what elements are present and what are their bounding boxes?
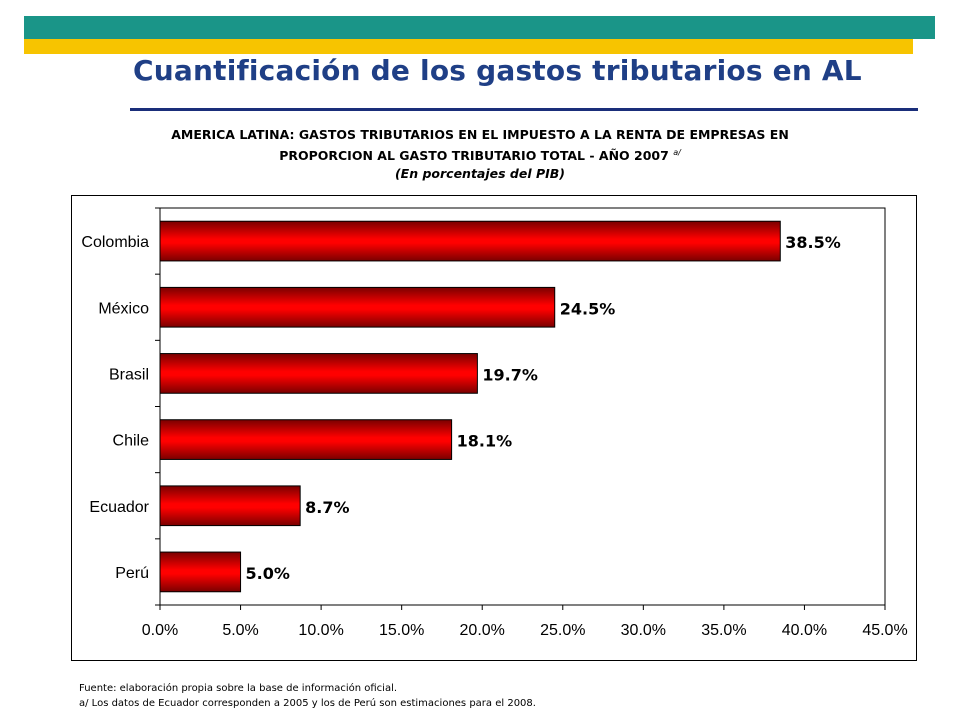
x-tick-label: 35.0%: [701, 622, 746, 639]
category-label: Colombia: [81, 234, 149, 251]
title-underline: [130, 108, 918, 111]
chart-heading-line1: AMERICA LATINA: GASTOS TRIBUTARIOS EN EL…: [171, 127, 789, 142]
bar: [159, 419, 453, 460]
chart-heading-line2: PROPORCION AL GASTO TRIBUTARIO TOTAL - A…: [0, 144, 960, 165]
chart-heading-line2-text: PROPORCION AL GASTO TRIBUTARIO TOTAL - A…: [279, 148, 669, 163]
x-tick-label: 30.0%: [621, 622, 666, 639]
category-label: Brasil: [109, 366, 149, 383]
bar-chart: 0.0% 5.0% 10.0% 15.0% 20.0% 25.0% 30.0% 35.0% 40…: [81, 207, 908, 639]
x-tick-label: 20.0%: [460, 622, 505, 639]
chart-heading: AMERICA LATINA: GASTOS TRIBUTARIOS EN EL…: [0, 126, 960, 183]
bar: [159, 353, 478, 394]
category-label: Ecuador: [89, 499, 149, 516]
x-tick-label: 10.0%: [298, 622, 343, 639]
data-label: 18.1%: [457, 432, 513, 451]
chart-frame: 0.0% 5.0% 10.0% 15.0% 20.0% 25.0% 30.0% 35.0% 40…: [71, 195, 917, 661]
source-note: Fuente: elaboración propia sobre la base…: [79, 683, 398, 694]
category-label: México: [98, 300, 149, 317]
data-label: 19.7%: [482, 365, 538, 384]
bar: [159, 485, 301, 527]
data-label: 5.0%: [246, 564, 290, 583]
header-yellow-band: [24, 39, 913, 54]
category-label: Perú: [115, 565, 149, 582]
data-label: 38.5%: [785, 233, 841, 252]
x-tick-label: 5.0%: [222, 622, 258, 639]
data-note: a/ Los datos de Ecuador corresponden a 2…: [79, 698, 536, 709]
chart-heading-units: (En porcentajes del PIB): [394, 166, 566, 181]
data-label: 8.7%: [305, 498, 349, 517]
x-tick-label: 0.0%: [142, 622, 178, 639]
x-tick-label: 15.0%: [379, 622, 424, 639]
bar: [159, 286, 556, 328]
x-tick-label: 40.0%: [782, 622, 827, 639]
slide-title: Cuantificación de los gastos tributarios…: [133, 54, 862, 87]
chart-heading-footnote-marker: a/: [673, 148, 681, 157]
bar: [159, 220, 781, 262]
footnotes: Fuente: elaboración propia sobre la base…: [79, 681, 536, 711]
bar: [159, 551, 242, 593]
x-tick-label: 25.0%: [540, 622, 585, 639]
x-tick-label: 45.0%: [862, 622, 907, 639]
header-teal-band: [24, 16, 935, 39]
category-label: Chile: [113, 433, 150, 450]
data-label: 24.5%: [560, 299, 616, 318]
plot-area: [159, 207, 886, 606]
